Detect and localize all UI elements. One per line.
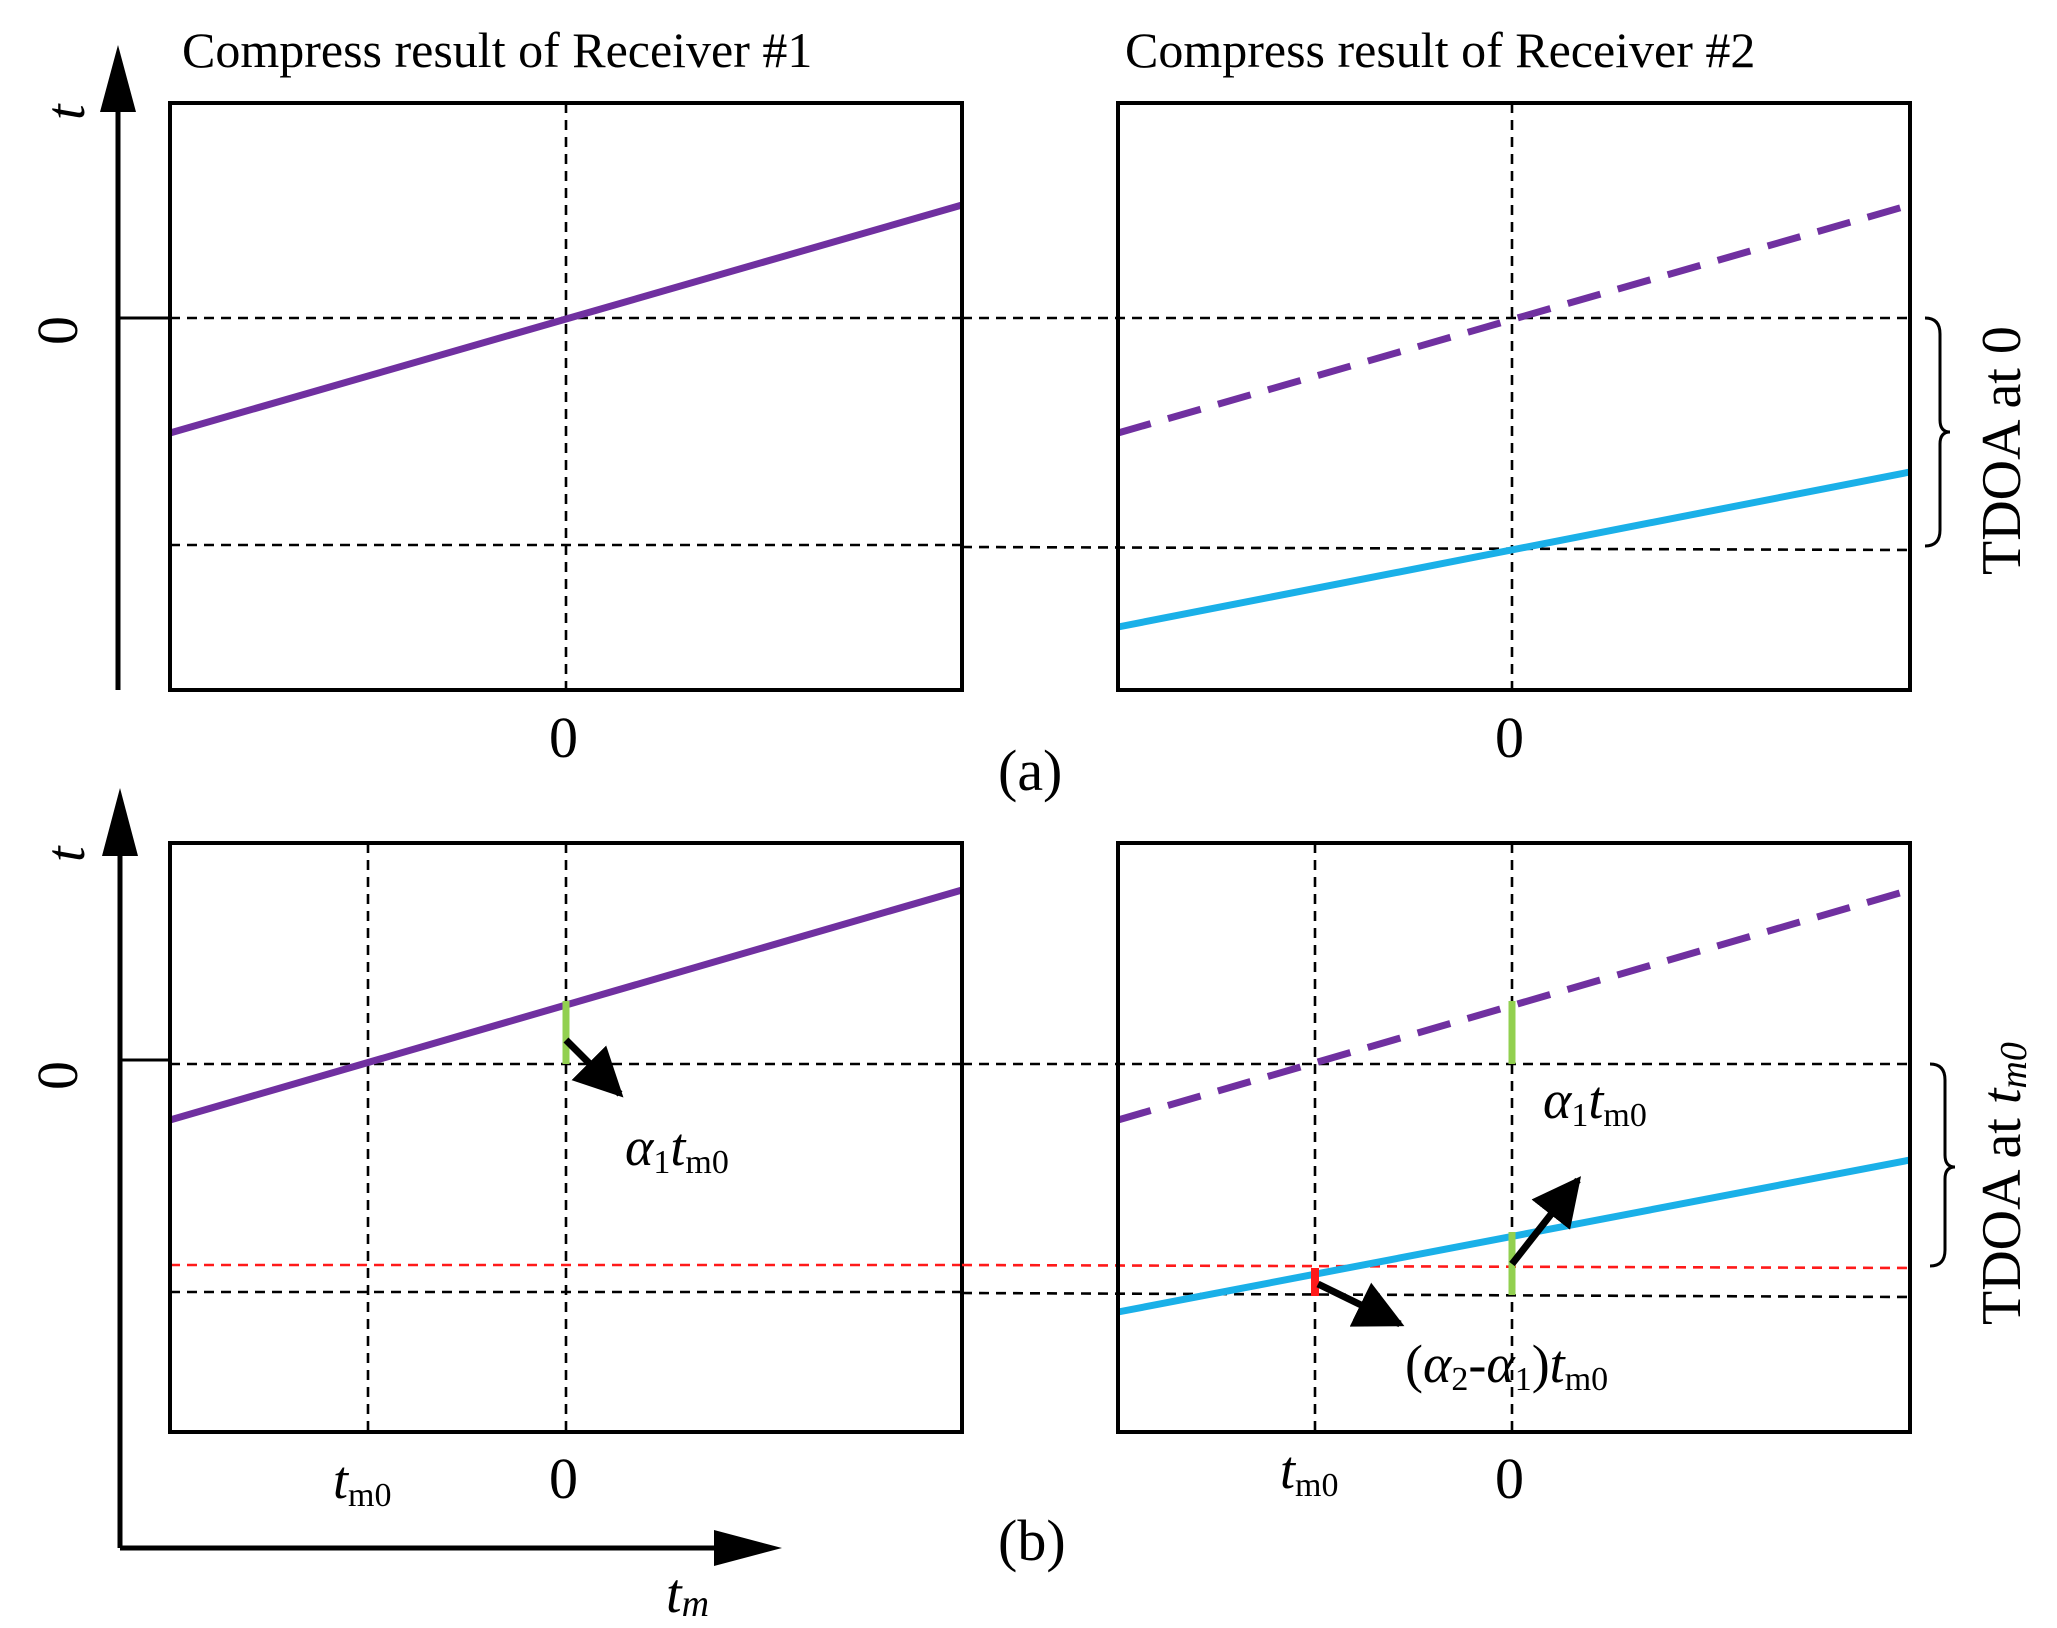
receiver-1-compress-line — [169, 201, 963, 437]
receiver-1-reference-dashed-line — [1117, 886, 1911, 1124]
panel-a-receiver-2 — [961, 101, 1912, 692]
plot-frame — [1116, 841, 1912, 1434]
horizontal-tm-axis-arrowhead — [714, 1530, 782, 1566]
title-receiver-2: Compress result of Receiver #2 — [1125, 22, 1755, 78]
x-zero-label-a2: 0 — [1495, 705, 1524, 770]
panel-b-receiver-1 — [168, 841, 964, 1434]
vertical-t-axis-a-arrowhead — [100, 45, 136, 112]
horizontal-tm-axis-label: tm — [666, 1563, 709, 1625]
zero-label-y-b: 0 — [25, 1061, 90, 1090]
alpha-diff-pointer-arrow — [1316, 1280, 1405, 1328]
panel-b-receiver-2 — [961, 841, 1912, 1434]
tdoa-at-tm0-label: TDOA at tm0 — [1971, 1042, 2035, 1325]
receiver-2-compress-line — [1117, 468, 1911, 631]
hline-tdoa-ref — [961, 545, 1911, 552]
vertical-t-axis-a-label: t — [35, 103, 97, 120]
plot-frame — [1116, 101, 1912, 692]
hline-shifted-ref-red — [961, 1263, 1911, 1270]
alpha1-tm0-pointer-arrow — [563, 1037, 624, 1098]
panel-a-receiver-1 — [168, 101, 964, 692]
plot-frame — [168, 841, 964, 1434]
alpha1-tm0-pointer-arrow — [1509, 1176, 1582, 1267]
vertical-t-axis-b-label: t — [35, 845, 97, 862]
alpha-diff-tm0-label: (α2-α1)tm0 — [1405, 1334, 1608, 1398]
x-zero-label-a1: 0 — [549, 705, 578, 770]
x-zero-label-b1: 0 — [549, 1446, 578, 1511]
tm0-tick-label-b2: tm0 — [1280, 1440, 1338, 1504]
alpha1-tm0-label-b1: α1tm0 — [625, 1117, 729, 1181]
tdoa-bracket-b — [1929, 1062, 1956, 1268]
receiver-1-reference-dashed-line — [1117, 201, 1911, 437]
plot-frame — [168, 101, 964, 692]
vertical-t-axis-b-arrowhead — [102, 788, 138, 856]
tm0-tick-label-b1: tm0 — [333, 1450, 391, 1514]
panel-label-b: (b) — [998, 1508, 1066, 1573]
panel-label-a: (a) — [998, 738, 1062, 803]
zero-label-y-a: 0 — [25, 316, 90, 345]
x-zero-label-b2: 0 — [1495, 1446, 1524, 1511]
tdoa-at-zero-label: TDOA at 0 — [1971, 326, 2033, 575]
alpha1-tm0-label-b2: α1tm0 — [1543, 1070, 1647, 1134]
tdoa-bracket-a — [1924, 316, 1951, 548]
hline-tdoa-ref — [961, 1291, 1911, 1299]
title-receiver-1: Compress result of Receiver #1 — [182, 22, 812, 78]
